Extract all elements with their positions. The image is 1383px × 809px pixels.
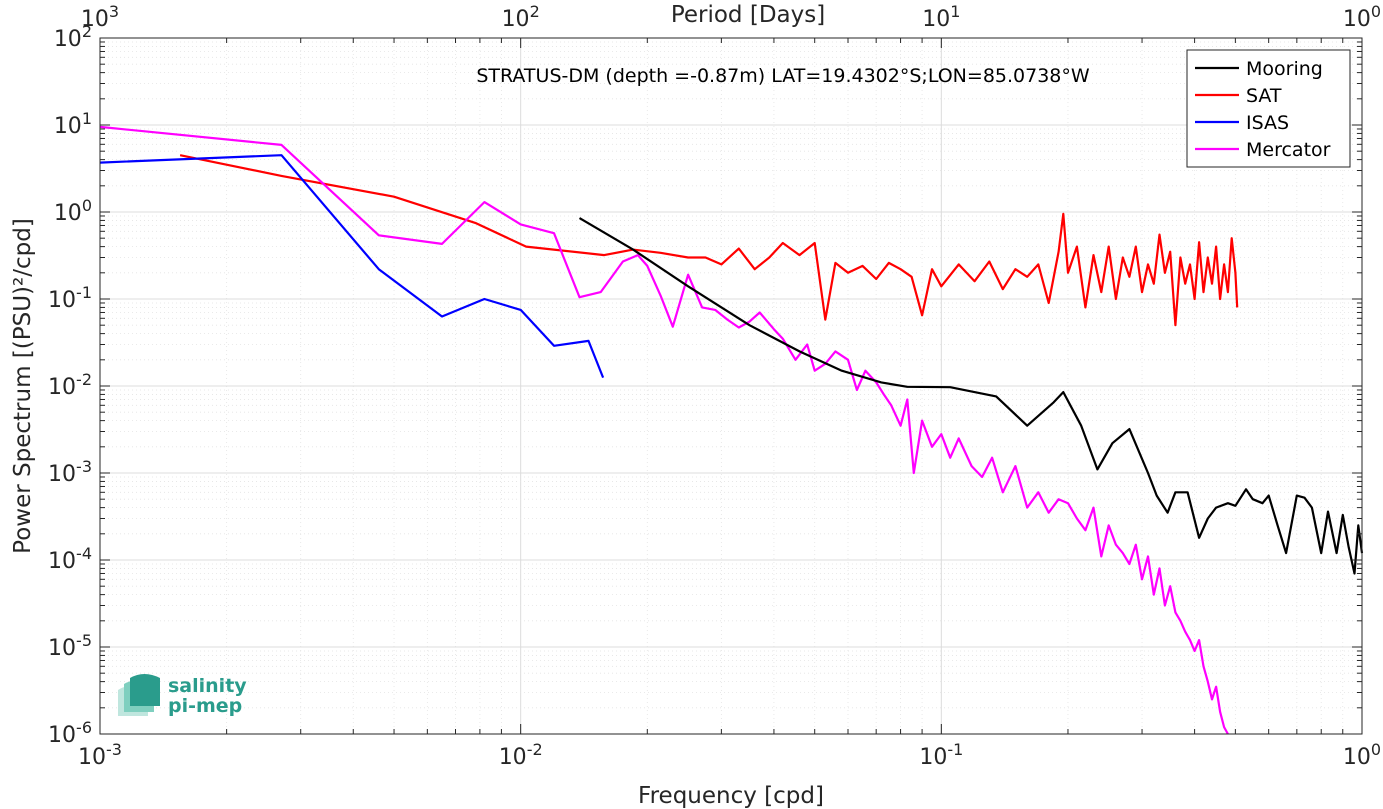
x-tick-label: 10-1: [919, 740, 963, 770]
y-tick-label: 10-2: [48, 370, 92, 400]
y-axis-label: Power Spectrum [(PSU)²/cpd]: [10, 218, 36, 554]
y-tick-label: 100: [54, 196, 92, 226]
x-axis-label: Frequency [cpd]: [638, 783, 824, 809]
series-line-isas: [99, 154, 605, 379]
logo-line2: pi-mep: [168, 695, 242, 717]
legend-box: [1186, 49, 1351, 168]
axis-ticks: [99, 38, 1362, 735]
series-line-sat: [179, 154, 1239, 327]
legend-label-mercator: Mercator: [1246, 139, 1331, 161]
legend-label-sat: SAT: [1246, 85, 1282, 107]
x-top-tick-label: 101: [922, 2, 960, 32]
series-line-mooring: [578, 217, 1364, 575]
y-tick-label: 10-4: [48, 544, 92, 574]
x-top-tick-label: 102: [502, 2, 540, 32]
y-tick-label: 10-6: [48, 718, 92, 748]
logo-line1: salinity: [168, 675, 247, 697]
legend-label-mooring: Mooring: [1246, 58, 1323, 80]
x-axis-top-label: Period [Days]: [671, 2, 825, 28]
series-line-mercator: [99, 125, 1229, 735]
y-tick-label: 10-3: [48, 457, 92, 487]
plot-series: [99, 125, 1364, 735]
x-top-tick-label: 100: [1343, 2, 1381, 32]
chart-annotation: STRATUS-DM (depth =-0.87m) LAT=19.4302°S…: [476, 65, 1090, 87]
x-tick-label: 100: [1343, 740, 1381, 770]
y-tick-label: 101: [54, 109, 92, 139]
salinity-pi-mep-logo: salinity pi-mep: [118, 674, 247, 717]
legend: Mooring SAT ISAS Mercator: [1186, 49, 1351, 168]
legend-label-isas: ISAS: [1246, 112, 1289, 134]
logo-waves-icon: [118, 674, 160, 716]
y-tick-label: 102: [54, 22, 92, 52]
x-tick-label: 10-2: [499, 740, 543, 770]
y-tick-label: 10-1: [48, 283, 92, 313]
x-top-tick-label: 103: [81, 2, 119, 32]
y-tick-label: 10-5: [48, 631, 92, 661]
x-tick-label: 10-3: [78, 740, 122, 770]
